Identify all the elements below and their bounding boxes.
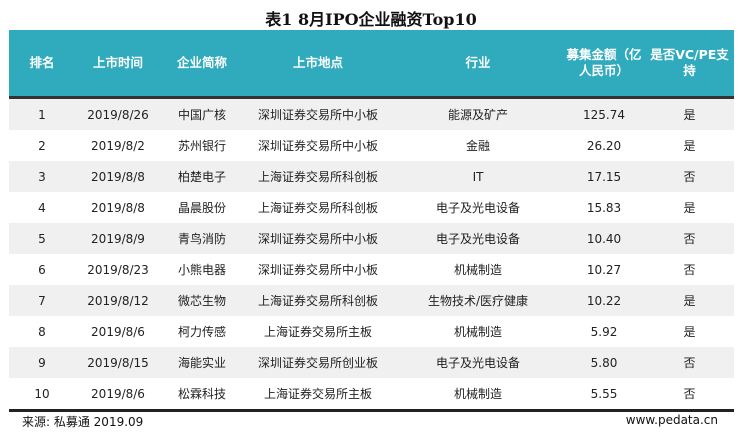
table-cell: 是 xyxy=(683,293,696,308)
website-link[interactable]: www.pedata.cn xyxy=(625,413,718,427)
table-cell: 电子及光电设备 xyxy=(435,200,520,215)
table-row: 6 2019/8/23 小熊电器 深圳证券交易所中小板 机械制造 10.27 否 xyxy=(9,254,734,285)
table-cell: 2019/8/2 xyxy=(91,138,145,153)
table-cell: 能源及矿产 xyxy=(447,107,508,122)
table-cell: 深圳证券交易所中小板 xyxy=(257,107,378,122)
table-cell: 10.27 xyxy=(586,262,622,277)
table-cell: 6 xyxy=(38,262,46,277)
table-row: 4 2019/8/8 晶晨股份 上海证券交易所科创板 电子及光电设备 15.83 是 xyxy=(9,192,734,223)
header-cell: 上市地点 xyxy=(292,55,343,70)
table-cell: 5 xyxy=(38,231,46,246)
table-row: 9 2019/8/15 海能实业 深圳证券交易所创业板 电子及光电设备 5.80 否 xyxy=(9,347,734,378)
table-cell: 青鸟消防 xyxy=(177,231,226,246)
header-cell: 募集金额（亿人民币） xyxy=(566,47,642,78)
table-row: 5 2019/8/9 青鸟消防 深圳证券交易所中小板 电子及光电设备 10.40 否 xyxy=(9,223,734,254)
ipo-table: 排名 上市时间 企业简称 上市地点 行业 募集金额（亿人民币） 是否VC/PE支持 1 201… xyxy=(9,30,734,412)
table-cell: 125.74 xyxy=(583,107,625,122)
table-cell: 2019/8/15 xyxy=(87,355,149,370)
table-cell: 上海证券交易所主板 xyxy=(263,386,372,401)
table-cell: 中国广核 xyxy=(177,107,226,122)
table-cell: 2019/8/6 xyxy=(91,386,145,401)
table-cell: 5.55 xyxy=(590,386,618,401)
table-row: 7 2019/8/12 微芯生物 上海证券交易所科创板 生物技术/医疗健康 10.22 是 xyxy=(9,285,734,316)
table-cell: 电子及光电设备 xyxy=(435,355,520,370)
table-cell: IT xyxy=(472,169,484,184)
table-cell: 深圳证券交易所中小板 xyxy=(257,231,378,246)
table-cell: 10.40 xyxy=(586,231,622,246)
source-note: 来源: 私募通 2019.09 xyxy=(22,415,144,429)
table-cell: 柯力传感 xyxy=(177,324,226,339)
table-cell: 柏楚电子 xyxy=(177,169,226,184)
table-cell: 否 xyxy=(683,169,696,184)
table-cell: 3 xyxy=(38,169,46,184)
table-cell: 松霖科技 xyxy=(177,386,226,401)
table-cell: 8 xyxy=(38,324,46,339)
table-cell: 2019/8/23 xyxy=(87,262,149,277)
table-cell: 是 xyxy=(683,107,696,122)
table-cell: 微芯生物 xyxy=(177,293,226,308)
table-cell: 上海证券交易所主板 xyxy=(263,324,372,339)
table-cell: 否 xyxy=(683,355,696,370)
table-header: 排名 上市时间 企业简称 上市地点 行业 募集金额（亿人民币） 是否VC/PE支持 xyxy=(9,30,734,99)
table-cell: 苏州银行 xyxy=(177,138,226,153)
table-cell: 5.80 xyxy=(590,355,618,370)
table-cell: 海能实业 xyxy=(177,355,226,370)
table-cell: 2019/8/12 xyxy=(87,293,149,308)
table-cell: 2019/8/8 xyxy=(91,200,145,215)
table-cell: 电子及光电设备 xyxy=(435,231,520,246)
table-row: 3 2019/8/8 柏楚电子 上海证券交易所科创板 IT 17.15 否 xyxy=(9,161,734,192)
table-body: 1 2019/8/26 中国广核 深圳证券交易所中小板 能源及矿产 125.74 是 2 201… xyxy=(9,99,734,409)
table-cell: 深圳证券交易所中小板 xyxy=(257,262,378,277)
table-cell: 2019/8/8 xyxy=(91,169,145,184)
table-cell: 17.15 xyxy=(586,169,622,184)
header-cell: 排名 xyxy=(29,55,55,70)
table-row: 10 2019/8/6 松霖科技 上海证券交易所主板 机械制造 5.55 否 xyxy=(9,378,734,409)
header-cell: 是否VC/PE支持 xyxy=(650,47,729,78)
table-cell: 深圳证券交易所创业板 xyxy=(257,355,378,370)
table-cell: 是 xyxy=(683,324,696,339)
table-cell: 上海证券交易所科创板 xyxy=(257,200,378,215)
table-cell: 26.20 xyxy=(586,138,622,153)
table-cell: 是 xyxy=(683,138,696,153)
header-cell: 上市时间 xyxy=(92,55,143,70)
table-cell: 金融 xyxy=(465,138,490,153)
table-cell: 2019/8/6 xyxy=(91,324,145,339)
table-row: 2 2019/8/2 苏州银行 深圳证券交易所中小板 金融 26.20 是 xyxy=(9,130,734,161)
table-cell: 晶晨股份 xyxy=(177,200,226,215)
table-bottom-rule xyxy=(9,409,734,412)
table-cell: 深圳证券交易所中小板 xyxy=(257,138,378,153)
table-cell: 2 xyxy=(38,138,46,153)
header-cell: 行业 xyxy=(465,55,491,70)
table-cell: 10.22 xyxy=(586,293,622,308)
table-row: 8 2019/8/6 柯力传感 上海证券交易所主板 机械制造 5.92 是 xyxy=(9,316,734,347)
header-cell: 企业简称 xyxy=(176,55,227,70)
table-cell: 15.83 xyxy=(586,200,622,215)
table-cell: 否 xyxy=(683,262,696,277)
table-cell: 机械制造 xyxy=(453,262,502,277)
table-title: 表1 8月IPO企业融资Top10 xyxy=(265,10,477,29)
table-cell: 否 xyxy=(683,231,696,246)
table-cell: 上海证券交易所科创板 xyxy=(257,169,378,184)
table-cell: 上海证券交易所科创板 xyxy=(257,293,378,308)
table-cell: 5.92 xyxy=(590,324,618,339)
table-cell: 2019/8/26 xyxy=(87,107,149,122)
table-cell: 生物技术/医疗健康 xyxy=(427,293,529,308)
table-cell: 2019/8/9 xyxy=(91,231,145,246)
table-cell: 7 xyxy=(38,293,46,308)
table-cell: 9 xyxy=(38,355,46,370)
table-row: 1 2019/8/26 中国广核 深圳证券交易所中小板 能源及矿产 125.74 是 xyxy=(9,99,734,130)
table-cell: 10 xyxy=(34,386,50,401)
table-cell: 是 xyxy=(683,200,696,215)
table-cell: 1 xyxy=(38,107,46,122)
table-cell: 机械制造 xyxy=(453,386,502,401)
table-cell: 否 xyxy=(683,386,696,401)
table-cell: 小熊电器 xyxy=(177,262,226,277)
table-cell: 机械制造 xyxy=(453,324,502,339)
table-cell: 4 xyxy=(38,200,46,215)
